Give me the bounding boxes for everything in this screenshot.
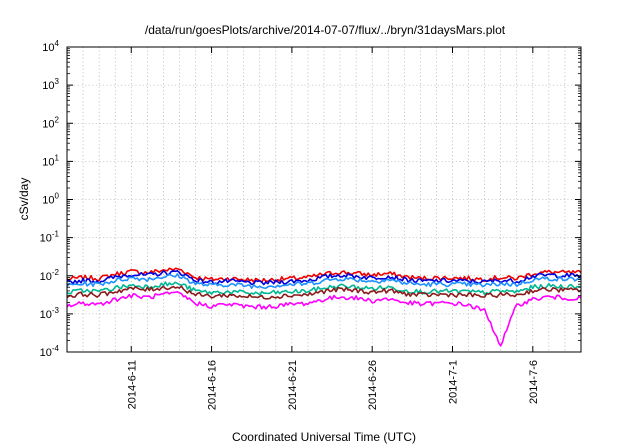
chart-title: /data/run/goesPlots/archive/2014-07-07/f… [145,23,506,37]
x-tick-label: 2014-6-21 [287,360,299,410]
series-lines [66,267,582,347]
y-tick-label: 100 [42,192,59,207]
x-tick-label: 2014-7-1 [448,360,460,404]
series-line [66,291,582,347]
y-tick-label: 10-3 [40,306,60,321]
y-tick-label: 101 [42,153,59,168]
x-tick-label: 2014-7-6 [528,360,540,404]
series-line [66,285,582,300]
y-tick-label: 102 [42,115,59,130]
x-tick-labels: 2014-6-11 2014-6-16 2014-6-21 2014-6-26 2014… [126,360,540,410]
y-tick-label: 10-2 [40,268,60,283]
y-tick-labels: 10-4 10-3 10-2 10-1 100 101 102 103 104 [40,39,60,359]
series-line [66,281,582,296]
x-axis-label: Coordinated Universal Time (UTC) [232,430,416,444]
series-line [66,273,582,289]
x-tick-label: 2014-6-16 [207,360,219,410]
x-tick-label: 2014-6-26 [367,360,379,410]
y-tick-label: 10-4 [40,344,60,359]
y-axis-label: cSv/day [17,178,31,221]
x-tick-label: 2014-6-11 [126,360,138,409]
series-line [66,270,582,286]
y-tick-label: 10-1 [40,230,60,245]
axis-ticks [67,46,581,353]
grid-lines [67,47,581,352]
y-tick-label: 104 [42,39,59,54]
y-tick-label: 103 [42,77,59,92]
